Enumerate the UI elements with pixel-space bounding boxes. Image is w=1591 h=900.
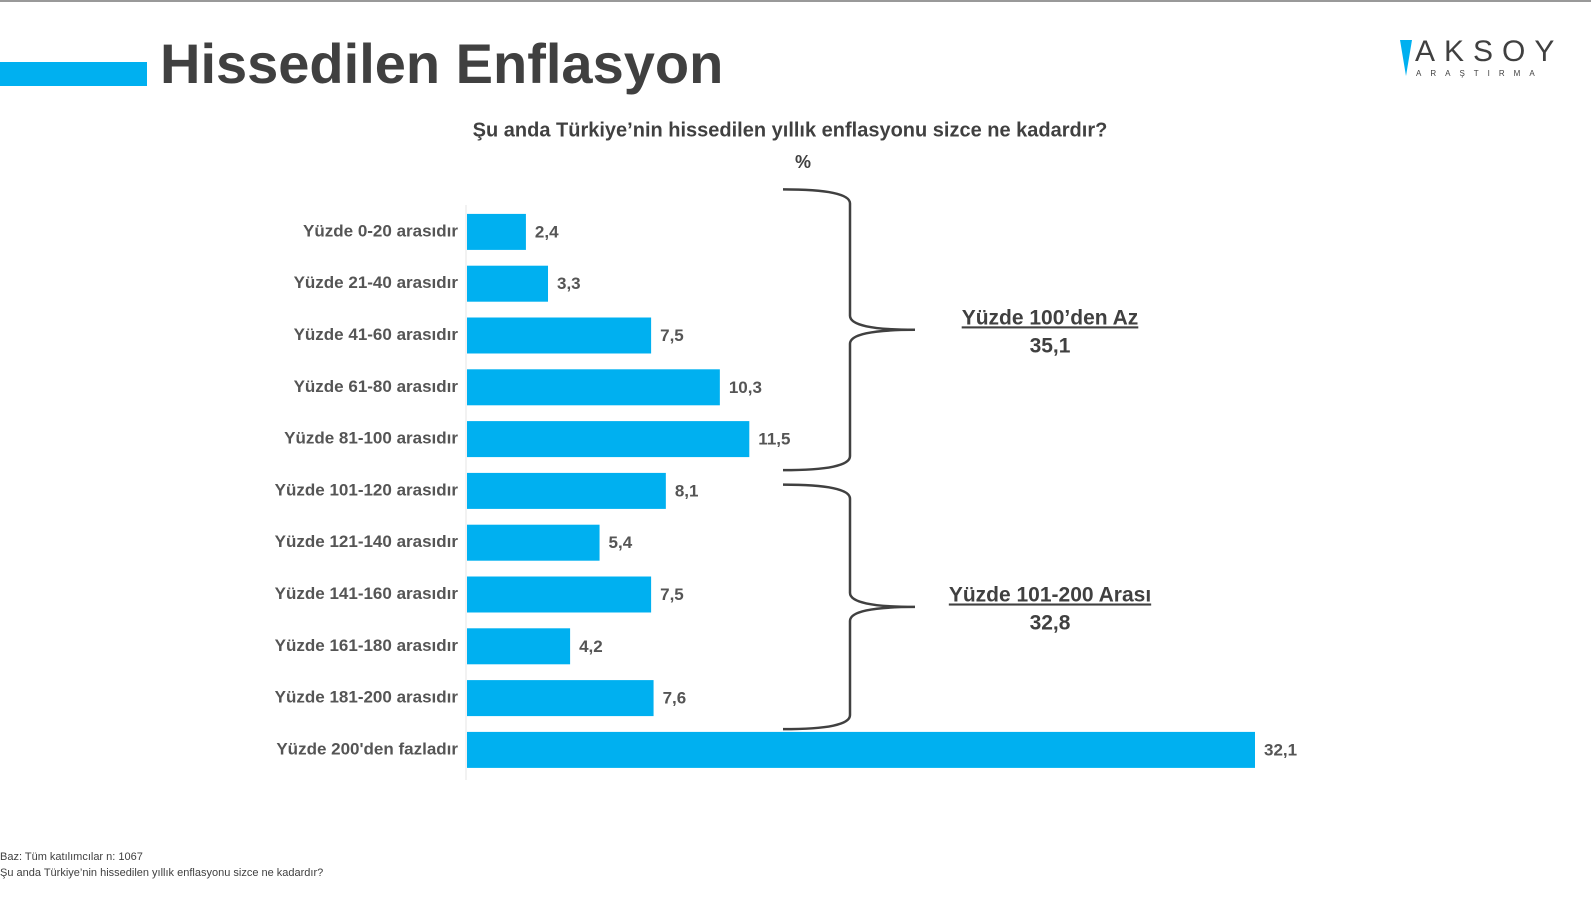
category-label: Yüzde 0-20 arasıdır [303,221,458,240]
category-label: Yüzde 200'den fazladır [276,739,458,758]
value-label: 2,4 [535,222,559,241]
logo-icon [1400,40,1412,76]
chart-subtitle: Şu anda Türkiye’nin hissedilen yıllık en… [473,119,1108,141]
value-label: 3,3 [557,274,581,293]
footer-question: Şu anda Türkiye’nin hissedilen yıllık en… [0,867,323,879]
value-label: 11,5 [758,430,790,449]
group-value: 35,1 [1030,334,1071,357]
value-label: 7,5 [660,326,684,345]
value-label: 4,2 [579,637,603,656]
category-label: Yüzde 101-120 arasıdır [275,480,459,499]
value-label: 5,4 [609,533,633,552]
value-label: 10,3 [729,378,762,397]
category-label: Yüzde 21-40 arasıdır [294,273,459,292]
bar [467,524,600,561]
logo-name: AKSOY [1415,35,1563,68]
footer-base: Baz: Tüm katılımcılar n: 1067 [0,851,143,863]
category-label: Yüzde 61-80 arasıdır [294,377,459,396]
value-label: 32,1 [1264,740,1297,759]
unit-label: % [795,152,811,172]
value-label: 8,1 [675,481,699,500]
bar [467,317,652,354]
category-label: Yüzde 81-100 arasıdır [284,429,458,448]
bar [467,421,750,458]
category-label: Yüzde 181-200 arasıdır [275,688,459,707]
category-label: Yüzde 41-60 arasıdır [294,325,459,344]
group-label: Yüzde 100’den Az [962,306,1139,329]
value-label: 7,6 [663,689,687,708]
category-label: Yüzde 141-160 arasıdır [275,584,459,603]
group-brace [782,188,916,472]
group-value: 32,8 [1030,611,1071,634]
logo-tagline: ARAŞTIRMA [1416,69,1544,78]
bar [467,213,526,250]
chart-title: Hissedilen Enflasyon [160,32,723,95]
bar [467,369,720,406]
category-label: Yüzde 161-180 arasıdır [275,636,459,655]
bar [467,680,654,717]
logo: AKSOY ARAŞTIRMA [1400,35,1563,78]
value-label: 7,5 [660,585,684,604]
group-label: Yüzde 101-200 Arası [949,583,1151,606]
bar [467,265,549,302]
bar [467,731,1255,768]
category-label: Yüzde 121-140 arasıdır [275,532,459,551]
title-accent [0,62,147,86]
bar [467,472,666,509]
group-brace [782,483,916,731]
bar [467,628,571,665]
bar [467,576,652,613]
